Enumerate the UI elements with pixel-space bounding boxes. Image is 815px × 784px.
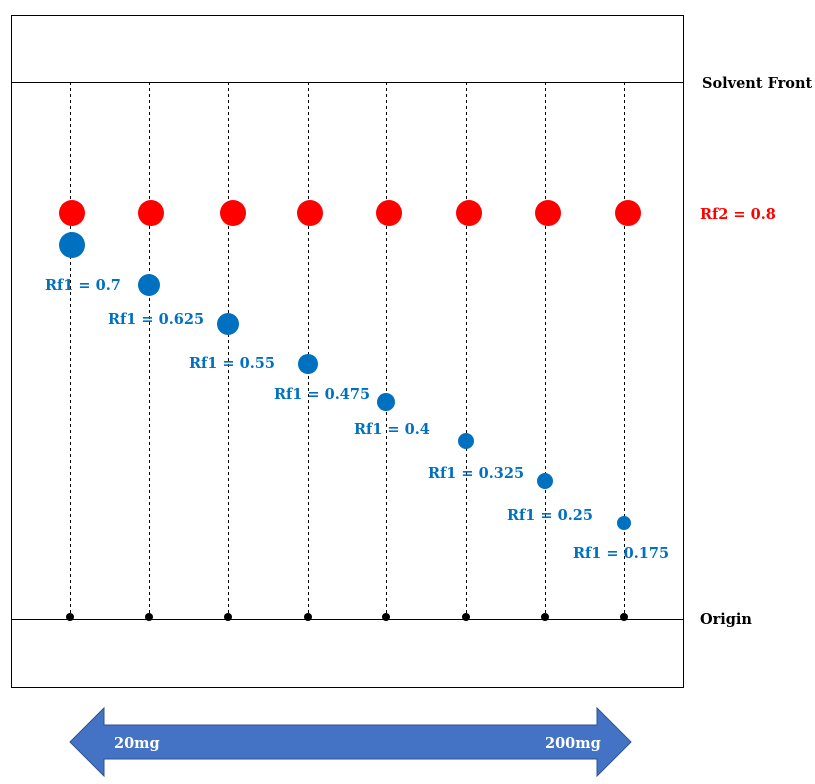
origin-spot	[224, 613, 232, 621]
rf2-spot	[376, 200, 402, 226]
rf2-spot	[297, 200, 323, 226]
rf1-spot	[377, 393, 395, 411]
dose-low-label: 20mg	[114, 735, 160, 752]
origin-spot	[541, 613, 549, 621]
rf1-spot	[537, 473, 553, 489]
tlc-plate	[11, 15, 684, 688]
rf1-spot	[59, 232, 85, 258]
rf1-spot	[617, 516, 631, 530]
rf1-spot	[217, 313, 239, 335]
rf1-label: Rf1 = 0.55	[189, 355, 275, 372]
rf2-spot	[456, 200, 482, 226]
rf1-label: Rf1 = 0.25	[507, 507, 593, 524]
rf1-spot	[298, 354, 318, 374]
origin-spot	[66, 613, 74, 621]
rf2-label: Rf2 = 0.8	[700, 206, 776, 223]
origin-spot	[304, 613, 312, 621]
rf2-spot	[59, 200, 85, 226]
dose-high-label: 200mg	[545, 735, 601, 752]
rf1-spot	[138, 274, 160, 296]
rf1-label: Rf1 = 0.475	[274, 386, 370, 403]
rf1-label: Rf1 = 0.325	[428, 465, 524, 482]
origin-spot	[145, 613, 153, 621]
dose-range-arrow	[69, 706, 632, 778]
rf2-spot	[220, 200, 246, 226]
rf1-label: Rf1 = 0.4	[354, 421, 430, 438]
rf2-spot	[535, 200, 561, 226]
origin-spot	[620, 613, 628, 621]
rf1-label: Rf1 = 0.7	[45, 277, 121, 294]
rf1-spot	[458, 433, 474, 449]
origin-spot	[382, 613, 390, 621]
rf1-label: Rf1 = 0.175	[573, 545, 669, 562]
solvent-front-label: Solvent Front	[702, 75, 812, 92]
rf1-label: Rf1 = 0.625	[108, 311, 204, 328]
rf2-spot	[615, 200, 641, 226]
origin-label: Origin	[700, 611, 752, 628]
rf2-spot	[138, 200, 164, 226]
origin-spot	[462, 613, 470, 621]
